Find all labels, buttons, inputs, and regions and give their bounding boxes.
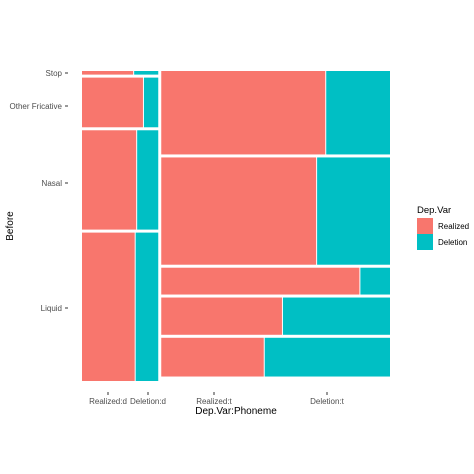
mosaic-tiles: [82, 71, 390, 381]
y-axis: Stop Other Fricative Nasal Liquid: [10, 69, 68, 313]
tile-realized-t-3: [161, 297, 282, 335]
legend-label-deletion: Deletion: [438, 238, 467, 247]
y-tick-label-2: Nasal: [42, 179, 63, 188]
tile-realized-t-4: [161, 337, 264, 377]
x-tick-label-3: Deletion:t: [310, 397, 345, 406]
x-tick-label-0: Realized:d: [89, 397, 127, 406]
y-axis-title: Before: [5, 211, 16, 241]
legend-key-realized: [417, 218, 433, 234]
tile-deletion-t-0: [326, 71, 390, 155]
tile-realized-d-3: [82, 232, 135, 381]
tile-deletion-d-1: [143, 77, 159, 128]
y-tick-label-0: Stop: [46, 69, 63, 78]
y-tick-label-3: Liquid: [41, 304, 62, 313]
tile-deletion-d-3: [135, 232, 159, 381]
legend-label-realized: Realized: [438, 222, 469, 231]
tile-deletion-t-1: [317, 157, 390, 265]
x-axis: Realized:d Deletion:d Realized:t Deletion:t: [89, 392, 345, 406]
tile-realized-d-0: [82, 71, 134, 75]
legend-title: Dep.Var: [417, 205, 451, 216]
y-tick-label-1: Other Fricative: [10, 102, 63, 111]
tile-realized-t-1: [161, 157, 317, 265]
tile-deletion-t-2: [360, 267, 390, 295]
tile-deletion-t-3: [282, 297, 390, 335]
legend-key-deletion: [417, 234, 433, 250]
x-tick-label-1: Deletion:d: [130, 397, 166, 406]
tile-deletion-d-0: [134, 71, 159, 75]
tile-realized-t-2: [161, 267, 360, 295]
x-tick-label-2: Realized:t: [196, 397, 232, 406]
x-axis-title: Dep.Var:Phoneme: [195, 406, 277, 417]
tile-realized-d-1: [82, 77, 143, 128]
tile-deletion-t-4: [264, 337, 390, 377]
tile-realized-t-0: [161, 71, 326, 155]
legend: Dep.Var Realized Deletion: [417, 205, 469, 250]
tile-realized-d-2: [82, 130, 137, 230]
tile-deletion-d-2: [137, 130, 159, 230]
